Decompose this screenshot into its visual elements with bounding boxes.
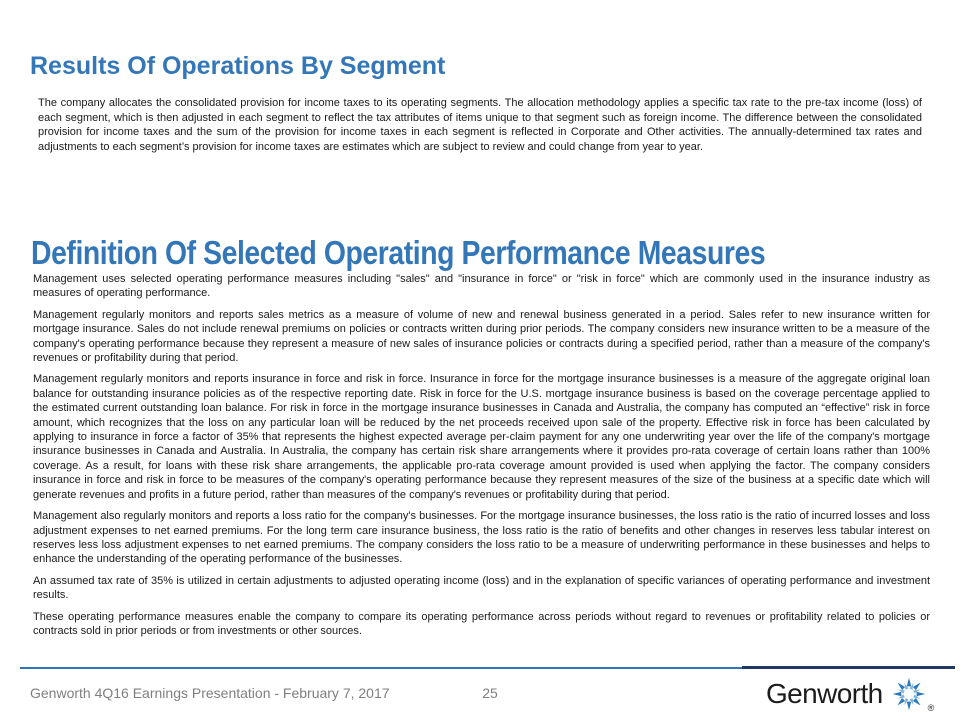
paragraph: Management regularly monitors and report… [33,373,930,501]
footer-caption: Genworth 4Q16 Earnings Presentation - Fe… [30,685,390,701]
section-heading: Definition Of Selected Operating Perform… [31,234,766,271]
paragraph: Management also regularly monitors and r… [33,510,930,566]
registered-trademark-symbol: ® [927,703,935,713]
footer-rule-blue [20,667,742,669]
footer-rule-navy [742,666,955,669]
paragraph: Management regularly monitors and report… [33,308,930,365]
genworth-logo-text: Genworth [766,678,883,709]
slide-title: Results Of Operations By Segment [30,52,446,80]
paragraph: Management uses selected operating perfo… [33,273,930,300]
intro-paragraph: The company allocates the consolidated p… [38,97,922,153]
page-number: 25 [482,685,498,701]
paragraph: An assumed tax rate of 35% is utilized i… [33,574,930,602]
paragraph: These operating performance measures ena… [33,610,930,637]
section-body: Management uses selected operating perfo… [33,272,930,645]
genworth-logo: Genworth [766,671,934,717]
genworth-snowflake-icon [892,677,925,711]
